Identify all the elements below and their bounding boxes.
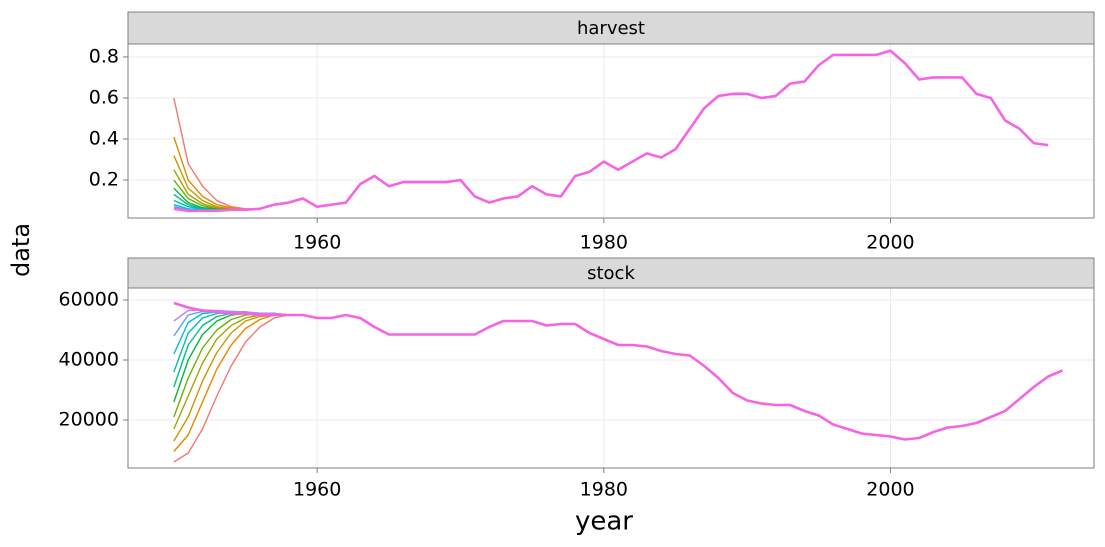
series-line bbox=[173, 314, 289, 452]
y-tick-label: 0.8 bbox=[89, 45, 119, 67]
strip-label: stock bbox=[587, 263, 635, 284]
x-axis-label: year bbox=[575, 507, 633, 537]
series-line bbox=[173, 49, 1049, 213]
y-tick-label: 0.4 bbox=[89, 128, 119, 150]
y-tick-label: 40000 bbox=[59, 349, 119, 371]
y-tick-label: 0.6 bbox=[89, 86, 119, 108]
series-line bbox=[173, 309, 289, 322]
y-axis-label: data bbox=[7, 223, 35, 277]
x-tick-label: 1980 bbox=[580, 232, 628, 254]
strip-label: harvest bbox=[577, 18, 645, 39]
y-tick-label: 0.2 bbox=[89, 169, 119, 191]
series-line bbox=[173, 314, 289, 463]
x-tick-label: 2000 bbox=[866, 232, 914, 254]
x-tick-label: 1960 bbox=[293, 479, 341, 501]
y-tick-label: 20000 bbox=[59, 409, 119, 431]
panel-border bbox=[127, 287, 1095, 469]
x-tick-label: 2000 bbox=[866, 479, 914, 501]
strip bbox=[127, 11, 1095, 45]
x-tick-label: 1960 bbox=[293, 232, 341, 254]
y-tick-label: 60000 bbox=[59, 289, 119, 311]
series-line bbox=[173, 301, 1063, 441]
panel-border bbox=[127, 43, 1095, 219]
panel-background bbox=[128, 44, 1094, 218]
x-tick-label: 1980 bbox=[580, 479, 628, 501]
panel-background bbox=[128, 288, 1094, 468]
